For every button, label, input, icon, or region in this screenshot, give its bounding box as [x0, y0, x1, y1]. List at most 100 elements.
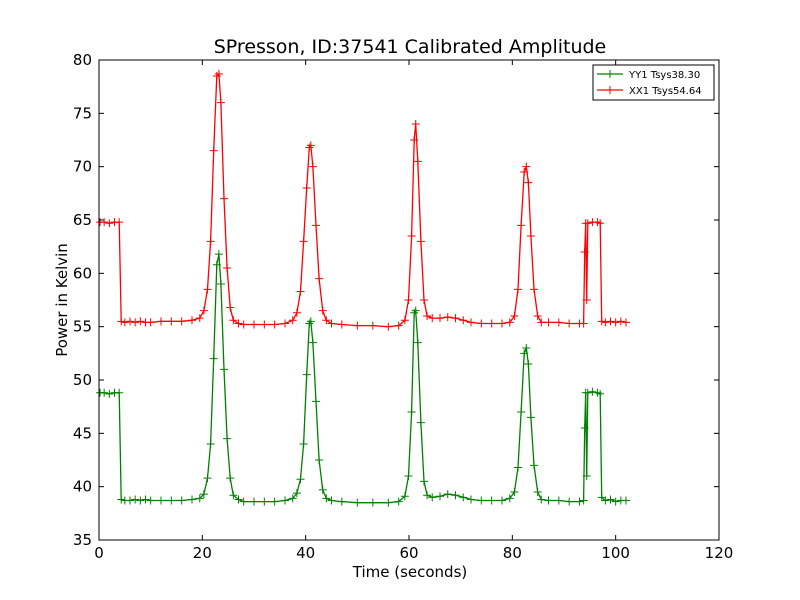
- data-point: [394, 497, 403, 506]
- data-point: [126, 317, 134, 326]
- data-point: [601, 318, 610, 327]
- data-point: [212, 72, 221, 80]
- data-point: [229, 316, 238, 325]
- data-point: [223, 434, 232, 443]
- data-point: [250, 320, 258, 329]
- data-point: [212, 260, 221, 269]
- data-point: [131, 495, 140, 504]
- data-point: [203, 474, 212, 483]
- series-1: [96, 250, 630, 507]
- data-point: [281, 319, 289, 328]
- data-point: [157, 496, 165, 505]
- data-point: [115, 218, 124, 227]
- data-point: [206, 237, 215, 246]
- data-point: [514, 463, 523, 472]
- data-point: [419, 296, 428, 304]
- data-point: [126, 496, 134, 505]
- data-point: [105, 219, 114, 228]
- data-point: [530, 461, 539, 470]
- data-point: [428, 314, 437, 323]
- y-axis: 35 40 45 50 55 60 65 70 75 80: [73, 51, 719, 549]
- x-axis: 0 20 40 60 80 100 120: [94, 60, 733, 562]
- data-point: [100, 218, 109, 227]
- x-tick-label: 80: [503, 544, 522, 562]
- data-point: [404, 472, 413, 480]
- data-point: [216, 280, 225, 288]
- data-point: [443, 490, 452, 499]
- data-point: [214, 250, 223, 259]
- data-point: [498, 319, 506, 328]
- data-point: [583, 388, 592, 397]
- data-point: [510, 312, 519, 320]
- data-point: [544, 496, 553, 505]
- data-point: [588, 387, 597, 396]
- data-point: [394, 321, 403, 330]
- data-point: [524, 178, 533, 187]
- data-point: [239, 320, 248, 329]
- data-point: [611, 318, 620, 327]
- data-point: [583, 219, 592, 228]
- data-point: [292, 489, 301, 498]
- data-point: [498, 496, 506, 505]
- y-tick-label: 65: [73, 211, 92, 229]
- data-point: [206, 440, 215, 448]
- data-point: [436, 492, 444, 501]
- data-point: [510, 488, 519, 496]
- data-point: [579, 496, 588, 505]
- data-point: [292, 308, 301, 317]
- data-point: [505, 494, 514, 503]
- data-point: [467, 495, 475, 504]
- y-tick-label: 55: [73, 318, 92, 336]
- legend-swatch-marker: [606, 70, 614, 78]
- data-point: [353, 321, 362, 330]
- data-point: [281, 496, 289, 505]
- data-point: [505, 318, 514, 327]
- data-point: [533, 488, 542, 496]
- data-point: [601, 496, 610, 505]
- data-point: [459, 493, 468, 502]
- data-point: [250, 497, 258, 506]
- data-point: [260, 320, 269, 329]
- data-point: [223, 264, 232, 272]
- data-point: [544, 318, 553, 327]
- data-point: [410, 136, 419, 144]
- y-tick-label: 75: [73, 104, 92, 122]
- data-point: [368, 498, 377, 507]
- x-tick-label: 100: [601, 544, 630, 562]
- data-point: [177, 317, 186, 326]
- data-point: [416, 237, 425, 246]
- data-point: [188, 316, 196, 325]
- data-point: [524, 360, 533, 368]
- data-point: [596, 389, 605, 398]
- data-point: [384, 498, 393, 507]
- data-point: [410, 308, 419, 317]
- data-point: [537, 318, 546, 327]
- data-point: [596, 219, 605, 228]
- data-point: [327, 496, 336, 505]
- data-point: [428, 493, 437, 502]
- data-point: [575, 497, 584, 506]
- data-point: [120, 318, 129, 327]
- legend-frame: [592, 64, 715, 101]
- data-point: [459, 316, 468, 325]
- data-point: [146, 318, 155, 327]
- data-point: [177, 496, 186, 505]
- data-point: [167, 317, 176, 326]
- data-point: [318, 485, 327, 494]
- data-point: [616, 317, 625, 326]
- data-point: [315, 456, 324, 464]
- data-point: [299, 237, 308, 246]
- data-point: [517, 408, 526, 416]
- data-point: [597, 493, 606, 502]
- y-tick-label: 40: [73, 478, 92, 496]
- data-point: [100, 388, 109, 397]
- data-point: [526, 232, 535, 240]
- y-tick-label: 45: [73, 424, 92, 442]
- data-point: [537, 495, 546, 504]
- legend: YY1 Tsys38.30 XX1 Tsys54.64: [592, 64, 715, 101]
- x-axis-label: Time (seconds): [352, 563, 468, 581]
- data-point: [136, 317, 145, 326]
- data-point: [606, 495, 615, 504]
- data-point: [220, 194, 229, 203]
- data-point: [423, 491, 432, 500]
